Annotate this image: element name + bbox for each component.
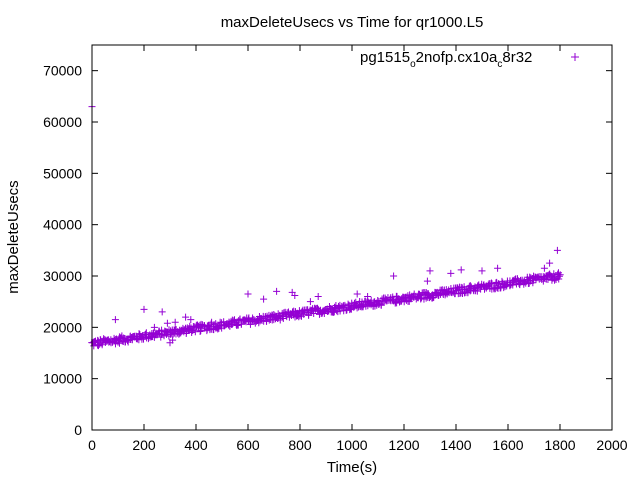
data-point (163, 319, 171, 327)
data-point (364, 293, 372, 301)
x-tick-label: 1000 (336, 437, 367, 453)
data-point (390, 272, 398, 280)
data-point (389, 293, 397, 301)
data-point (123, 337, 131, 345)
data-point (544, 276, 552, 284)
x-axis: 0 200 400 600 800 1000 1200 1400 1600 1800 2000 (88, 45, 628, 453)
data-point (158, 308, 166, 316)
data-point (555, 272, 563, 280)
x-tick-label: 1600 (492, 437, 523, 453)
data-point (171, 318, 179, 326)
legend-label: pg1515o2nofp.cx10ac8r32 (360, 49, 532, 70)
y-axis-label: maxDeleteUsecs (5, 180, 22, 293)
data-point (140, 305, 148, 313)
data-point (149, 333, 157, 341)
x-tick-label: 1800 (544, 437, 575, 453)
x-tick-label: 1400 (440, 437, 471, 453)
data-point (182, 313, 190, 321)
y-tick-label: 50000 (43, 165, 82, 181)
data-point (402, 296, 410, 304)
data-point (423, 277, 431, 285)
data-point (447, 269, 455, 277)
data-point (196, 327, 204, 335)
data-point (150, 323, 158, 331)
data-point (556, 271, 564, 279)
y-tick-label: 10000 (43, 371, 82, 387)
data-point (330, 308, 338, 316)
data-point (111, 316, 119, 324)
x-tick-label: 400 (184, 437, 208, 453)
data-point (187, 316, 195, 324)
y-tick-label: 20000 (43, 319, 82, 335)
y-tick-label: 0 (74, 422, 82, 438)
x-tick-label: 600 (236, 437, 260, 453)
data-point (344, 300, 352, 308)
data-point (540, 264, 548, 272)
plot-points (88, 103, 564, 350)
x-tick-label: 800 (288, 437, 312, 453)
data-point (426, 267, 434, 275)
data-point (291, 292, 299, 300)
data-point (114, 338, 122, 346)
x-tick-label: 1200 (388, 437, 419, 453)
data-point (262, 317, 270, 325)
data-point (305, 311, 313, 319)
data-point (249, 314, 257, 322)
y-tick-label: 30000 (43, 268, 82, 284)
data-point (276, 316, 284, 324)
data-point (208, 318, 216, 326)
data-point (429, 294, 437, 302)
data-point (500, 284, 508, 292)
data-point (314, 293, 322, 301)
y-axis: 0 10000 20000 30000 40000 50000 60000 70000 (43, 63, 612, 438)
data-point (273, 287, 281, 295)
data-point (306, 298, 314, 306)
y-tick-label: 60000 (43, 114, 82, 130)
data-point (553, 246, 561, 254)
data-point (237, 320, 245, 328)
data-point (244, 290, 252, 298)
data-point (260, 295, 268, 303)
data-point (513, 275, 521, 283)
data-point (546, 259, 554, 267)
y-tick-label: 40000 (43, 217, 82, 233)
x-tick-label: 200 (132, 437, 156, 453)
data-point (296, 312, 304, 320)
data-point (310, 310, 318, 318)
x-axis-label: Time(s) (327, 459, 377, 476)
legend: pg1515o2nofp.cx10ac8r32 (360, 49, 579, 70)
data-point (377, 301, 385, 309)
data-point (353, 290, 361, 298)
data-point (98, 339, 106, 347)
data-point (457, 266, 465, 274)
y-tick-label: 70000 (43, 63, 82, 79)
chart-title: maxDeleteUsecs vs Time for qr1000.L5 (221, 14, 484, 31)
legend-marker (571, 53, 579, 61)
data-point (429, 293, 437, 301)
x-tick-label: 0 (88, 437, 96, 453)
data-point (435, 291, 443, 299)
x-tick-label: 2000 (596, 437, 627, 453)
data-point (169, 336, 177, 344)
data-point (509, 281, 517, 289)
data-point (494, 264, 502, 272)
data-point (478, 267, 486, 275)
